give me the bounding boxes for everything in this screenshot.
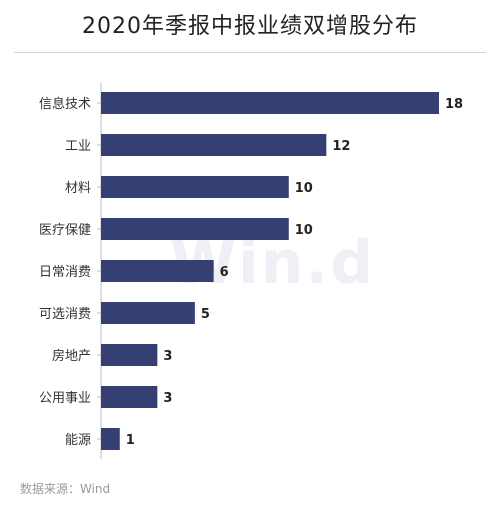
bar: [101, 302, 195, 324]
category-label: 工业: [65, 139, 91, 154]
category-label: 可选消费: [39, 307, 91, 322]
value-label: 10: [295, 181, 313, 196]
bar: [101, 176, 289, 198]
title-divider: [14, 52, 486, 53]
category-label: 公用事业: [39, 391, 91, 406]
value-label: 5: [201, 307, 210, 322]
category-label: 房地产: [52, 348, 91, 364]
bar: [101, 260, 214, 282]
bar: [101, 218, 289, 240]
bar: [101, 428, 120, 450]
value-label: 3: [163, 349, 172, 364]
category-label: 信息技术: [39, 96, 91, 112]
category-label: 医疗保健: [39, 223, 91, 238]
value-label: 3: [163, 391, 172, 406]
category-label: 日常消费: [39, 265, 91, 280]
bar: [101, 134, 327, 156]
category-label: 材料: [65, 181, 91, 196]
value-label: 10: [295, 223, 313, 238]
bar: [101, 386, 158, 408]
chart-title: 2020年季报中报业绩双增股分布: [82, 14, 418, 39]
data-source: 数据来源：Wind: [20, 482, 111, 496]
value-label: 12: [332, 139, 350, 154]
category-label: 能源: [65, 433, 91, 448]
bar: [101, 344, 158, 366]
value-label: 18: [445, 97, 463, 112]
value-label: 1: [126, 433, 135, 448]
bar: [101, 92, 439, 114]
value-label: 6: [220, 265, 229, 280]
